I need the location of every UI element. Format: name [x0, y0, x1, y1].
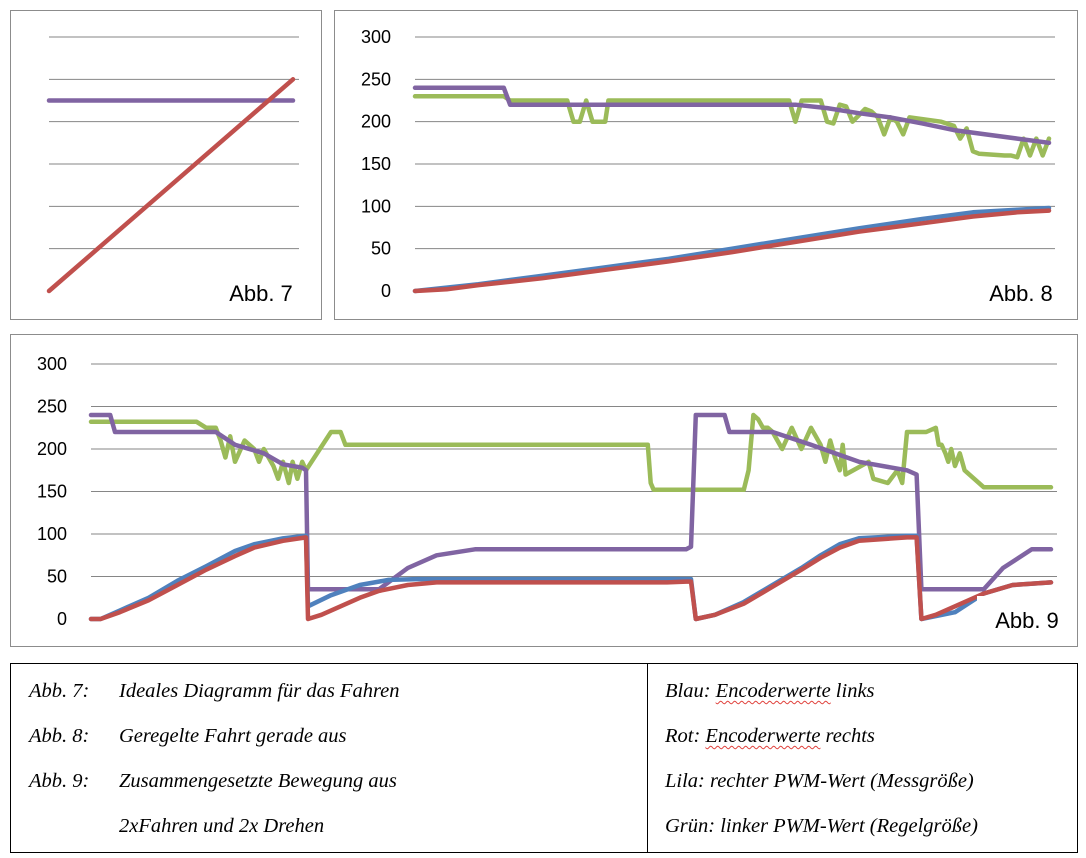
caption-text: 2xFahren und 2x Drehen: [119, 815, 325, 837]
series-line-1: [88, 412, 1054, 493]
y-tick-label: 50: [371, 239, 391, 259]
legend-underlined: Encoderwerte: [705, 725, 821, 747]
y-tick-label: 250: [37, 397, 67, 417]
legend-prefix: Blau:: [665, 680, 716, 702]
series-line-4: [88, 535, 1054, 622]
legend-suffix: rechts: [820, 725, 875, 747]
chart-abb8-plot: 0 50 100 150 200 250 300: [361, 27, 1055, 301]
series-line-2: [412, 85, 1052, 146]
series-line-1: [412, 94, 1052, 160]
y-tick-label: 200: [37, 439, 67, 459]
y-tick-label: 200: [361, 112, 391, 132]
legend-prefix: Grün: linker PWM-Wert (Regelgröße): [665, 815, 978, 837]
series-line-2: [88, 412, 1054, 592]
caption-row: Abb. 7: Ideales Diagramm für das Fahren: [29, 676, 400, 721]
series-line-4: [412, 208, 1052, 294]
legend-underlined: Encoderwerte: [715, 680, 831, 702]
chart-abb7-label: Abb. 7: [201, 269, 321, 319]
chart-abb9-plot: 0 50 100 150 200 250 300: [37, 354, 1057, 629]
caption-text: Geregelte Fahrt gerade aus: [119, 725, 347, 747]
y-tick-label: 50: [47, 567, 67, 587]
chart-abb9-label: Abb. 9: [977, 596, 1077, 646]
legend-prefix: Lila: rechter PWM-Wert (Messgröße): [665, 770, 974, 792]
caption-key: Abb. 8:: [29, 725, 90, 747]
y-tick-label: 150: [361, 154, 391, 174]
caption-row: Abb. 9: Zusammengesetzte Bewegung aus: [29, 766, 400, 811]
series-line-2: [46, 77, 296, 294]
legend-row-purple: Lila: rechter PWM-Wert (Messgröße): [665, 766, 978, 811]
y-tick-label: 250: [361, 69, 391, 89]
y-tick-label: 100: [37, 524, 67, 544]
caption-divider: [647, 664, 648, 852]
chart-abb8: 0 50 100 150 200 250 300 Abb. 8: [334, 10, 1078, 320]
caption-legend: Blau: Encoderwerte links Rot: Encoderwer…: [665, 676, 978, 856]
caption-row: 2xFahren und 2x Drehen: [29, 811, 400, 856]
caption-box: Abb. 7: Ideales Diagramm für das Fahren A…: [10, 663, 1078, 853]
chart-abb8-label: Abb. 8: [965, 269, 1077, 319]
legend-suffix: links: [830, 680, 875, 702]
y-tick-label: 150: [37, 482, 67, 502]
caption-text: Ideales Diagramm für das Fahren: [119, 680, 400, 702]
chart-abb7-plot: [46, 36, 299, 294]
legend-row-blue: Blau: Encoderwerte links: [665, 676, 978, 721]
y-tick-label: 300: [361, 27, 391, 47]
legend-row-red: Rot: Encoderwerte rechts: [665, 721, 978, 766]
caption-key: Abb. 7:: [29, 680, 90, 702]
caption-key: Abb. 9:: [29, 770, 90, 792]
y-tick-label: 300: [37, 354, 67, 374]
legend-prefix: Rot:: [665, 725, 706, 747]
y-tick-label: 0: [57, 609, 67, 629]
chart-abb9: 0 50 100 150 200 250 300 Abb. 9: [10, 334, 1078, 647]
y-tick-label: 0: [381, 281, 391, 301]
caption-text: Zusammengesetzte Bewegung aus: [119, 770, 397, 792]
chart-abb7: Abb. 7: [10, 10, 322, 320]
legend-row-green: Grün: linker PWM-Wert (Regelgröße): [665, 811, 978, 856]
caption-figure-list: Abb. 7: Ideales Diagramm für das Fahren A…: [29, 676, 400, 856]
caption-row: Abb. 8: Geregelte Fahrt gerade aus: [29, 721, 400, 766]
y-tick-label: 100: [361, 196, 391, 216]
